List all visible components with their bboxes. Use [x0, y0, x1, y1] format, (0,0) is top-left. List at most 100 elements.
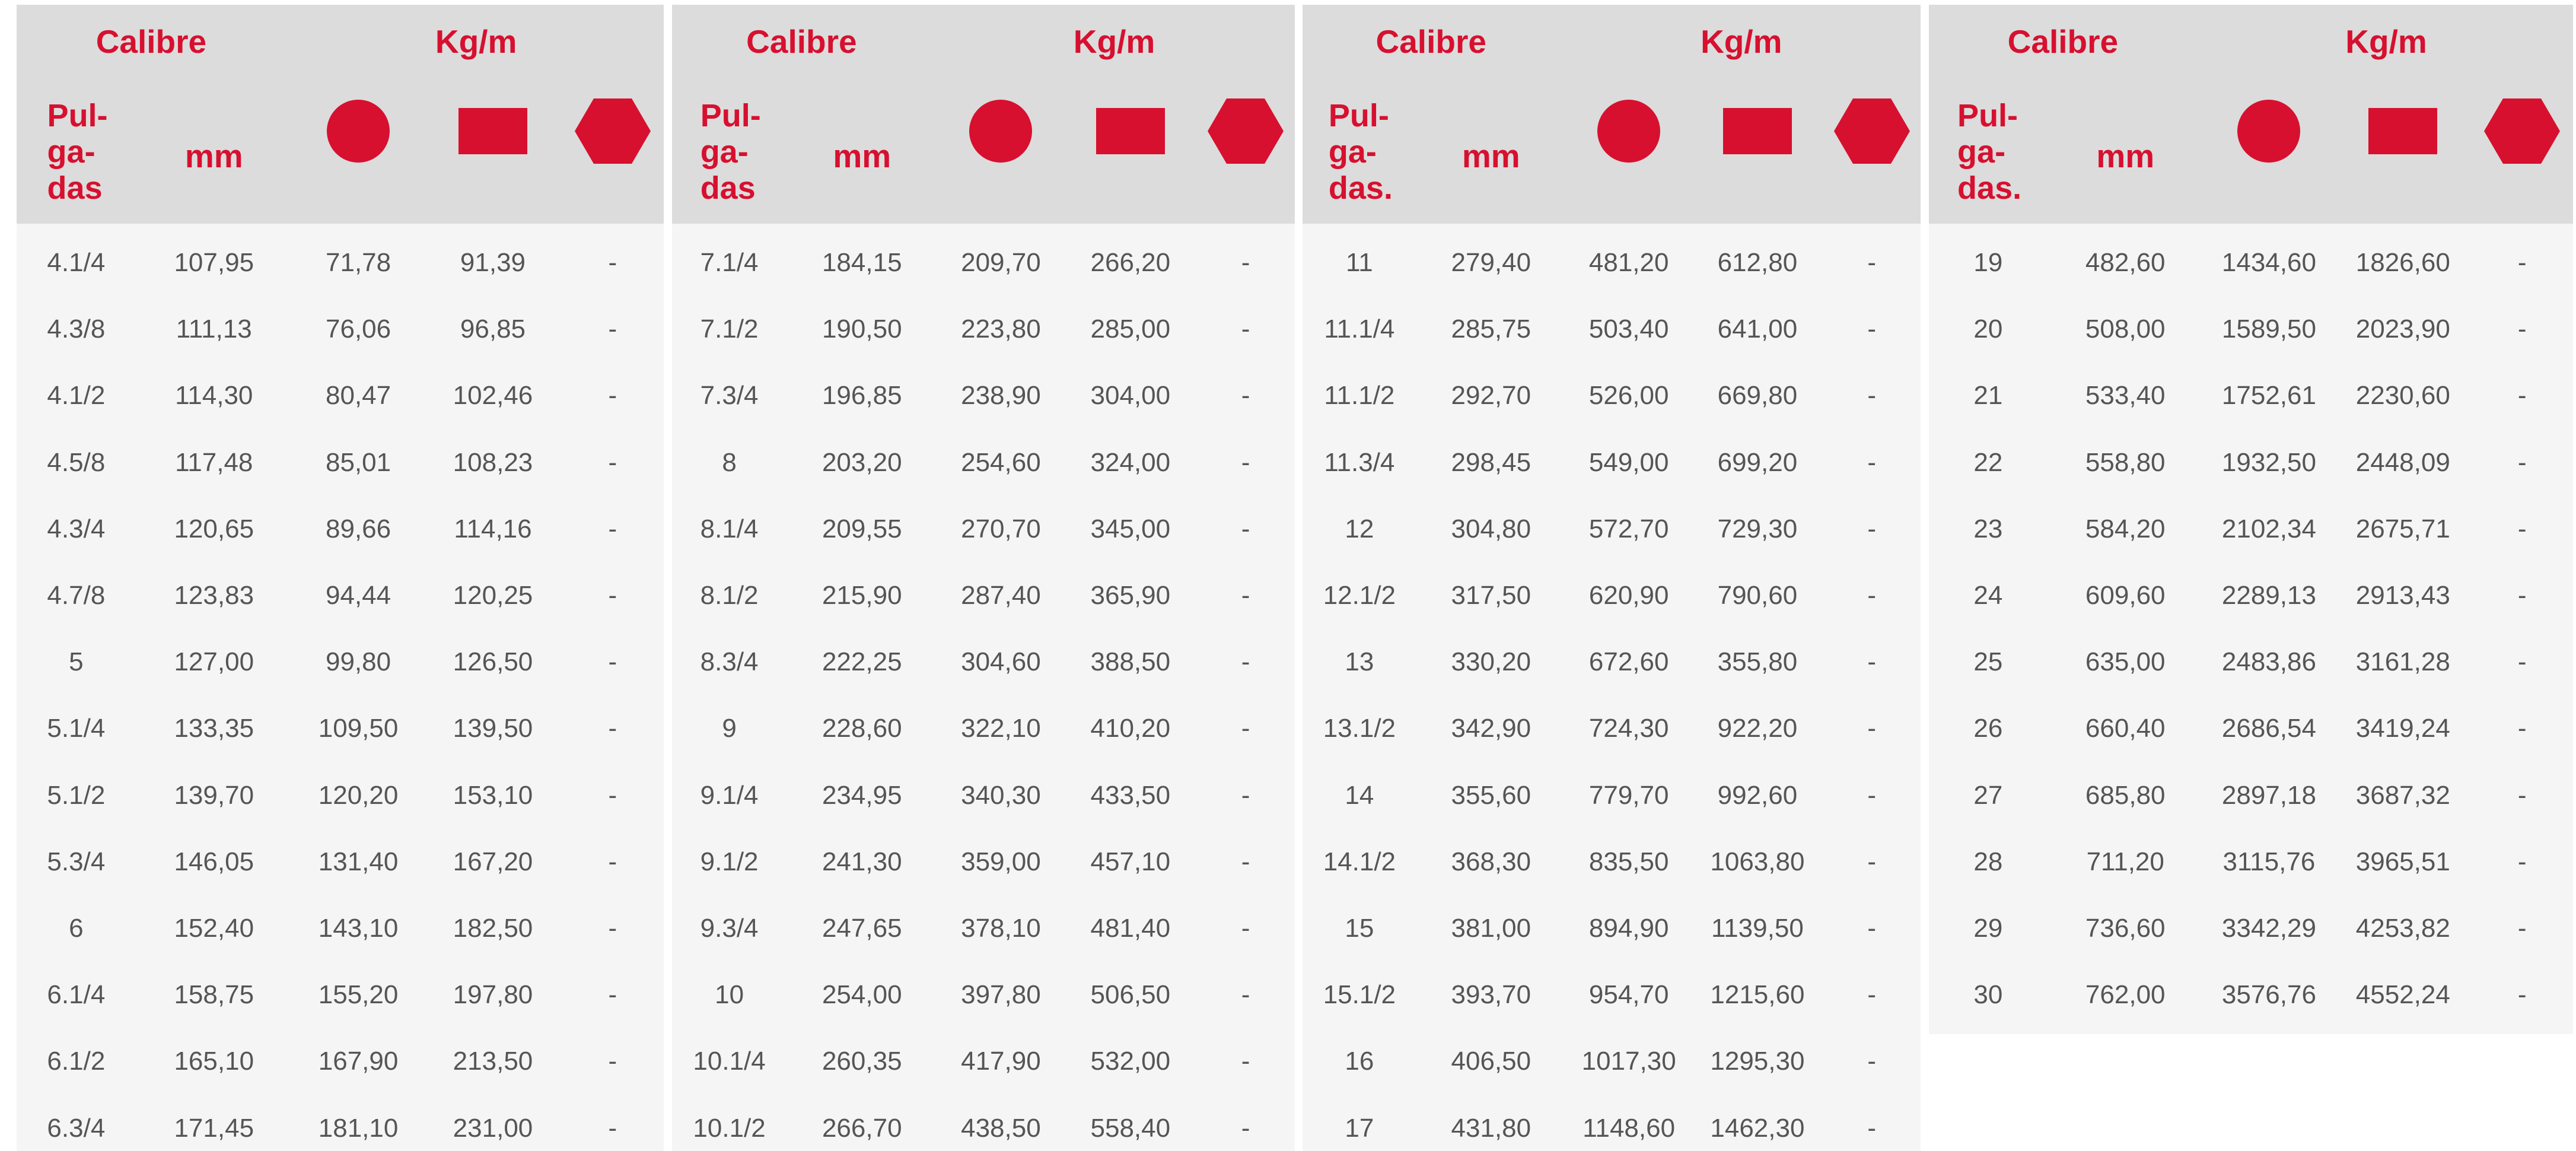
cell: 6.3/4 — [47, 1113, 106, 1143]
cell: - — [608, 1113, 617, 1143]
cell: 4.1/4 — [47, 248, 106, 277]
cell: - — [1241, 447, 1250, 477]
cell: 109,50 — [318, 714, 399, 743]
table-row: 4.1/2 114,30 80,47 102,46 - — [17, 363, 664, 429]
cell: 526,00 — [1588, 381, 1669, 411]
cell: 992,60 — [1717, 780, 1798, 810]
cell: 126,50 — [453, 647, 533, 677]
cell: 4552,24 — [2355, 980, 2450, 1010]
cell: 254,60 — [961, 447, 1041, 477]
cell: 503,40 — [1588, 314, 1669, 344]
table-row: 10 254,00 397,80 506,50 - — [672, 962, 1295, 1028]
cell: 1589,50 — [2221, 314, 2316, 344]
table-row: 6.1/4 158,75 155,20 197,80 - — [17, 962, 664, 1028]
cell: 123,83 — [174, 581, 254, 610]
cell: 4.7/8 — [47, 581, 106, 610]
pulgadas-line: das — [700, 170, 756, 206]
cell: - — [1867, 714, 1876, 743]
cell: 342,90 — [1451, 714, 1531, 743]
cell: - — [1241, 914, 1250, 943]
square-icon — [1722, 108, 1792, 154]
cell: 153,10 — [453, 780, 533, 810]
cell: 22 — [1973, 447, 2003, 477]
cell: 190,50 — [821, 314, 902, 344]
cell: 2102,34 — [2221, 514, 2316, 543]
cell: 4253,82 — [2355, 914, 2450, 943]
kgm-header: Kg/m — [1073, 23, 1155, 60]
table-row: 28 711,20 3115,76 3965,51 - — [1929, 829, 2573, 895]
cell: 209,55 — [821, 514, 902, 543]
cell: 433,50 — [1090, 780, 1171, 810]
cell: 10.1/4 — [693, 1047, 766, 1076]
cell: 6.1/4 — [47, 980, 106, 1010]
table-row: 6.1/2 165,10 167,90 213,50 - — [17, 1028, 664, 1095]
table-row: 10.1/4 260,35 417,90 532,00 - — [672, 1028, 1295, 1095]
cell: 2023,90 — [2355, 314, 2450, 344]
cell: 2230,60 — [2355, 381, 2450, 411]
table-row: 10.1/2 266,70 438,50 558,40 - — [672, 1095, 1295, 1151]
cell: 6 — [69, 914, 84, 943]
cell: 120,20 — [318, 780, 399, 810]
cell: 155,20 — [318, 980, 399, 1010]
cell: 117,48 — [175, 447, 253, 477]
cell: 1139,50 — [1711, 914, 1804, 943]
cell: 158,75 — [174, 980, 254, 1010]
cell: 355,80 — [1717, 647, 1798, 677]
cell: 287,40 — [961, 581, 1041, 610]
cell: - — [1241, 381, 1250, 411]
cell: 3419,24 — [2355, 714, 2450, 743]
circle-icon — [327, 100, 390, 163]
table-row: 11 279,40 481,20 612,80 - — [1303, 230, 1921, 296]
pulgadas-line: das. — [1328, 170, 1393, 206]
cell: 9.1/2 — [700, 847, 759, 876]
cell: 238,90 — [961, 381, 1041, 411]
table-row: 4.5/8 117,48 85,01 108,23 - — [17, 430, 664, 496]
calibre-header: Calibre — [1375, 23, 1486, 60]
cell: 5 — [69, 647, 84, 677]
cell: - — [608, 980, 617, 1010]
cell: 620,90 — [1588, 581, 1669, 610]
cell: 558,80 — [2085, 447, 2166, 477]
cell: 76,06 — [325, 314, 391, 344]
table-row: 5 127,00 99,80 126,50 - — [17, 629, 664, 695]
cell: - — [1241, 581, 1250, 610]
kgm-header: Kg/m — [1701, 23, 1782, 60]
cell: 1826,60 — [2355, 248, 2450, 277]
cell: 368,30 — [1451, 847, 1531, 876]
cell: - — [608, 314, 617, 344]
cell: 152,40 — [174, 914, 254, 943]
calibre-header: Calibre — [746, 23, 857, 60]
cell: 340,30 — [961, 780, 1041, 810]
cell: 223,80 — [961, 314, 1041, 344]
square-icon — [1096, 108, 1165, 154]
table-row: 13.1/2 342,90 724,30 922,20 - — [1303, 695, 1921, 762]
cell: 6.1/2 — [47, 1047, 106, 1076]
cell: 9 — [722, 714, 737, 743]
cell: 228,60 — [821, 714, 902, 743]
cell: 506,50 — [1090, 980, 1171, 1010]
cell: 393,70 — [1451, 980, 1531, 1010]
pulgadas-line: Pul- — [1328, 98, 1389, 133]
cell: 30 — [1973, 980, 2003, 1010]
table-row: 12 304,80 572,70 729,30 - — [1303, 496, 1921, 562]
cell: 584,20 — [2085, 514, 2166, 543]
cell: 533,40 — [2085, 381, 2166, 411]
cell: - — [608, 647, 617, 677]
cell: - — [1867, 780, 1876, 810]
cell: 24 — [1973, 581, 2003, 610]
cell: - — [1867, 914, 1876, 943]
cell: 835,50 — [1588, 847, 1669, 876]
cell: 85,01 — [325, 447, 391, 477]
table-row: 4.7/8 123,83 94,44 120,25 - — [17, 562, 664, 629]
cell: 292,70 — [1451, 381, 1531, 411]
table-row: 9.3/4 247,65 378,10 481,40 - — [672, 895, 1295, 962]
cell: 215,90 — [821, 581, 902, 610]
cell: 457,10 — [1090, 847, 1171, 876]
cell: - — [1867, 314, 1876, 344]
cell: 184,15 — [821, 248, 902, 277]
cell: - — [608, 447, 617, 477]
table-row: 9.1/4 234,95 340,30 433,50 - — [672, 762, 1295, 829]
table-row: 15 381,00 894,90 1139,50 - — [1303, 895, 1921, 962]
cell: 1295,30 — [1710, 1047, 1805, 1076]
cell: 209,70 — [961, 248, 1041, 277]
